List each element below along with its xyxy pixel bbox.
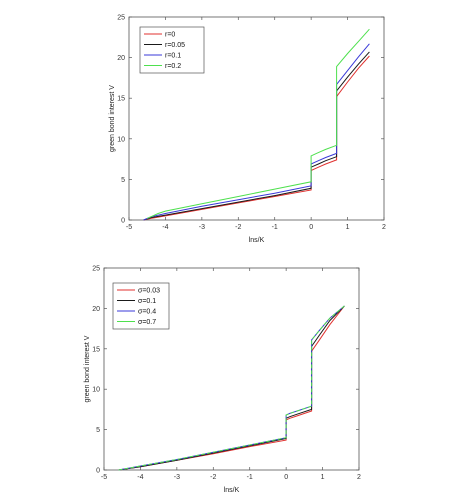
x-axis-label: lns/K	[224, 487, 240, 494]
series-line-2	[118, 305, 345, 471]
x-tick-label: 2	[357, 474, 361, 481]
y-tick-label: 20	[92, 306, 100, 313]
y-axis-label: green bond interest V	[84, 335, 91, 402]
y-tick-label: 25	[92, 266, 100, 273]
y-tick-label: 0	[121, 218, 125, 225]
legend-label: σ=0.7	[138, 319, 156, 326]
y-tick-label: 5	[96, 427, 100, 434]
legend-label: σ=0.1	[138, 298, 156, 305]
legend-label: σ=0.4	[138, 309, 156, 316]
legend-label: r=0	[165, 32, 175, 39]
legend-label: r=0.2	[165, 63, 181, 70]
series-line-1	[143, 55, 370, 221]
y-tick-label: 15	[92, 346, 100, 353]
x-tick-label: 2	[382, 224, 386, 231]
x-tick-label: 1	[321, 474, 325, 481]
x-tick-label: -1	[272, 224, 278, 231]
y-tick-label: 5	[121, 177, 125, 184]
legend-box	[112, 282, 170, 330]
x-tick-label: -1	[247, 474, 253, 481]
x-tick-label: -2	[210, 474, 216, 481]
legend: r=0 r=0.05 r=0.1 r=0.2	[139, 26, 205, 74]
y-tick-label: 10	[92, 387, 100, 394]
series-line-3	[143, 43, 370, 221]
legend-label: σ=0.03	[138, 288, 160, 295]
y-tick-label: 20	[117, 55, 125, 62]
x-tick-label: -5	[101, 474, 107, 481]
series-line-4	[118, 305, 345, 471]
legend: σ=0.03 σ=0.1 σ=0.4 σ=0.7	[112, 282, 170, 330]
legend-label: r=0.05	[165, 42, 185, 49]
y-tick-label: 0	[96, 468, 100, 475]
x-axis-label: lns/K	[249, 237, 265, 244]
x-tick-label: 0	[284, 474, 288, 481]
x-tick-label: -5	[126, 224, 132, 231]
y-axis-label: green bond interest V	[109, 85, 116, 152]
x-tick-label: 1	[346, 224, 350, 231]
series-line-2	[143, 51, 370, 221]
x-tick-label: -2	[235, 224, 241, 231]
y-tick-label: 15	[117, 96, 125, 103]
x-tick-label: -4	[137, 474, 143, 481]
x-tick-label: 0	[309, 224, 313, 231]
legend-label: r=0.1	[165, 53, 181, 60]
y-tick-label: 25	[117, 15, 125, 22]
y-tick-label: 10	[117, 136, 125, 143]
series-line-4	[146, 28, 370, 219]
x-tick-label: -4	[162, 224, 168, 231]
x-tick-label: -3	[199, 224, 205, 231]
x-tick-label: -3	[174, 474, 180, 481]
